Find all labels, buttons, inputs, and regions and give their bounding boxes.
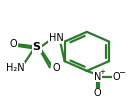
Text: O: O <box>94 88 102 98</box>
Text: O: O <box>113 72 120 82</box>
Text: O: O <box>52 63 60 73</box>
Text: S: S <box>33 42 41 52</box>
Text: +: + <box>99 69 105 75</box>
Text: O: O <box>10 39 17 49</box>
Text: HN: HN <box>49 33 63 43</box>
Text: N: N <box>94 72 102 82</box>
Text: −: − <box>118 68 125 77</box>
Text: H₂N: H₂N <box>6 63 24 73</box>
